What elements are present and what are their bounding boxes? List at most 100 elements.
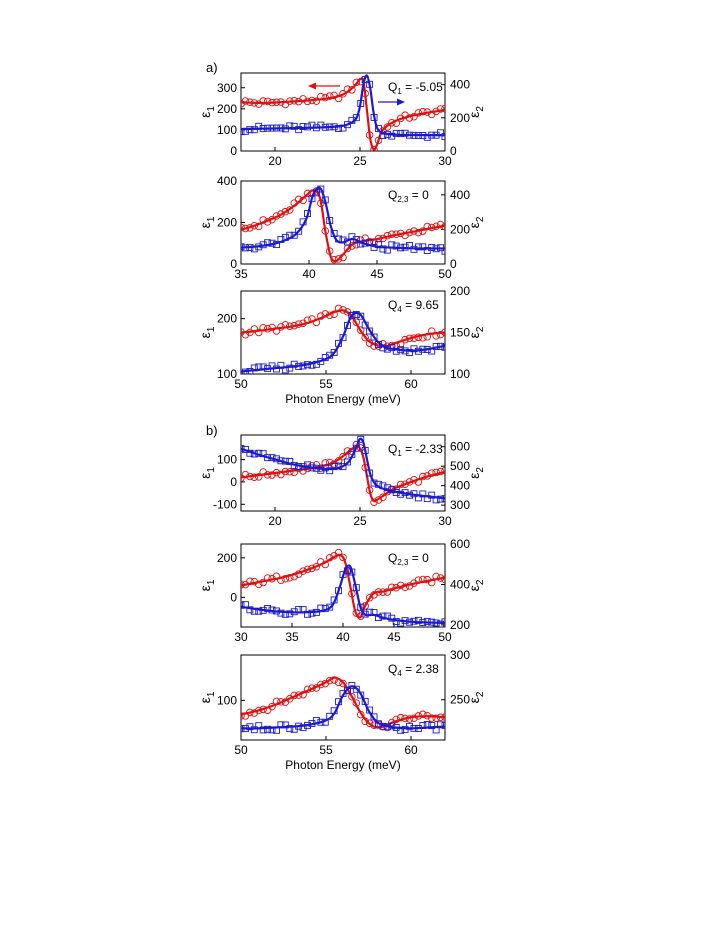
x-tick-label: 40	[336, 630, 350, 644]
eps2-marker	[330, 349, 338, 356]
x-tick-label: 45	[387, 630, 401, 644]
right-axis-title: ε2	[466, 106, 486, 118]
fit-line	[241, 437, 445, 500]
eps2-marker	[401, 129, 409, 137]
eps1-marker	[290, 468, 298, 477]
right-axis-title: ε2	[466, 579, 486, 591]
series-eps2	[241, 435, 445, 504]
eps1-marker	[281, 574, 290, 583]
right-y-tick-label: 150	[450, 326, 470, 340]
eps2-marker	[343, 458, 351, 466]
left-axis-title: ε1	[197, 467, 217, 479]
left-axis-title-subscript: 1	[206, 467, 217, 473]
eps1-axis-arrowhead	[308, 82, 316, 90]
left-y-tick-label: 200	[217, 551, 237, 565]
plot-area	[241, 304, 445, 374]
left-y-tick-label: -100	[213, 497, 237, 511]
left-axis-title-subscript: 1	[206, 326, 217, 332]
eps2-marker	[326, 467, 334, 475]
q-annotation: Q1 = -2.33	[388, 442, 443, 458]
left-axis-title: ε1	[197, 691, 217, 703]
eps2-marker	[419, 490, 427, 498]
eps1-marker	[339, 553, 347, 562]
eps1-marker	[414, 228, 423, 237]
q-annotation-subscript: 4	[397, 669, 402, 678]
x-tick-label: 50	[234, 377, 248, 391]
eps1-marker	[419, 107, 427, 116]
fit-line	[241, 189, 445, 263]
left-y-tick-label: 100	[217, 453, 237, 467]
eps2-marker	[428, 491, 436, 499]
eps1-marker	[356, 326, 365, 334]
eps1-marker	[259, 97, 267, 105]
q-annotation: Q2,3 = 0	[388, 551, 429, 567]
eps1-marker	[339, 452, 347, 461]
eps2-marker	[241, 601, 245, 609]
left-y-tick-label: 300	[217, 81, 237, 95]
eps1-marker	[365, 719, 374, 727]
right-y-tick-label: 600	[450, 537, 470, 551]
left-axis-title-subscript: 1	[206, 579, 217, 585]
plot-area	[241, 435, 445, 507]
eps2-marker	[441, 721, 445, 729]
eps2-marker	[348, 682, 356, 689]
q-annotation: Q2,3 = 0	[388, 188, 429, 204]
eps2-marker	[392, 242, 400, 250]
series-eps2	[241, 74, 445, 141]
right-axis-title-symbol: ε	[466, 473, 482, 479]
eps2-marker	[370, 333, 378, 341]
eps2-marker	[352, 114, 360, 122]
right-axis-title: ε2	[466, 326, 486, 338]
eps2-marker	[414, 616, 422, 624]
eps2-marker	[441, 247, 445, 255]
q-annotation-prefix: Q	[388, 80, 397, 94]
x-tick-label: 50	[234, 743, 248, 757]
q-annotation-prefix: Q	[388, 442, 397, 456]
x-tick-label: 50	[438, 267, 452, 281]
right-y-tick-label: 400	[450, 78, 470, 92]
left-axis-title: ε1	[197, 579, 217, 591]
eps2-marker	[357, 435, 365, 443]
right-y-tick-label: 0	[450, 257, 457, 271]
left-y-tick-label: 200	[217, 312, 237, 326]
q-annotation-subscript: 2,3	[397, 195, 409, 204]
panel-a-label: a)	[206, 60, 218, 75]
x-tick-label: 50	[438, 630, 452, 644]
q-annotation-value: = 0	[408, 188, 429, 202]
left-axis-title: ε1	[197, 216, 217, 228]
fit-line	[241, 676, 445, 729]
eps2-marker	[419, 243, 427, 251]
eps2-marker	[366, 327, 374, 335]
eps1-marker	[388, 118, 396, 127]
eps1-marker	[348, 242, 356, 250]
q-annotation-prefix: Q	[388, 188, 397, 202]
left-axis-title-subscript: 1	[206, 691, 217, 697]
q-annotation-value: = -5.05	[402, 80, 443, 94]
x-tick-label: 55	[319, 743, 333, 757]
eps1-marker	[281, 207, 290, 216]
x-tick-label: 60	[404, 377, 418, 391]
eps1-marker	[241, 97, 250, 105]
eps1-marker	[370, 145, 378, 151]
eps1-marker	[241, 223, 245, 232]
eps2-marker	[290, 231, 298, 239]
right-axis-title-subscript: 2	[475, 691, 486, 697]
left-y-tick-label: 200	[217, 102, 237, 116]
eps1-marker	[370, 498, 378, 507]
x-axis-title: Photon Energy (meV)	[285, 392, 400, 406]
q-annotation-value: = -2.33	[402, 442, 443, 456]
q-annotation-subscript: 1	[397, 87, 402, 96]
right-y-tick-label: 200	[450, 111, 470, 125]
plot-area	[241, 548, 445, 627]
q-annotation-subscript: 4	[397, 305, 402, 314]
fit-line	[241, 685, 445, 730]
eps2-marker	[357, 312, 365, 320]
x-tick-label: 25	[353, 154, 367, 168]
eps2-marker	[241, 128, 245, 136]
q-annotation-value: = 2.38	[402, 662, 439, 676]
right-axis-title-symbol: ε	[466, 332, 482, 338]
right-y-tick-label: 400	[450, 479, 470, 493]
series-eps1	[241, 676, 445, 732]
q-annotation: Q4 = 2.38	[388, 662, 439, 678]
